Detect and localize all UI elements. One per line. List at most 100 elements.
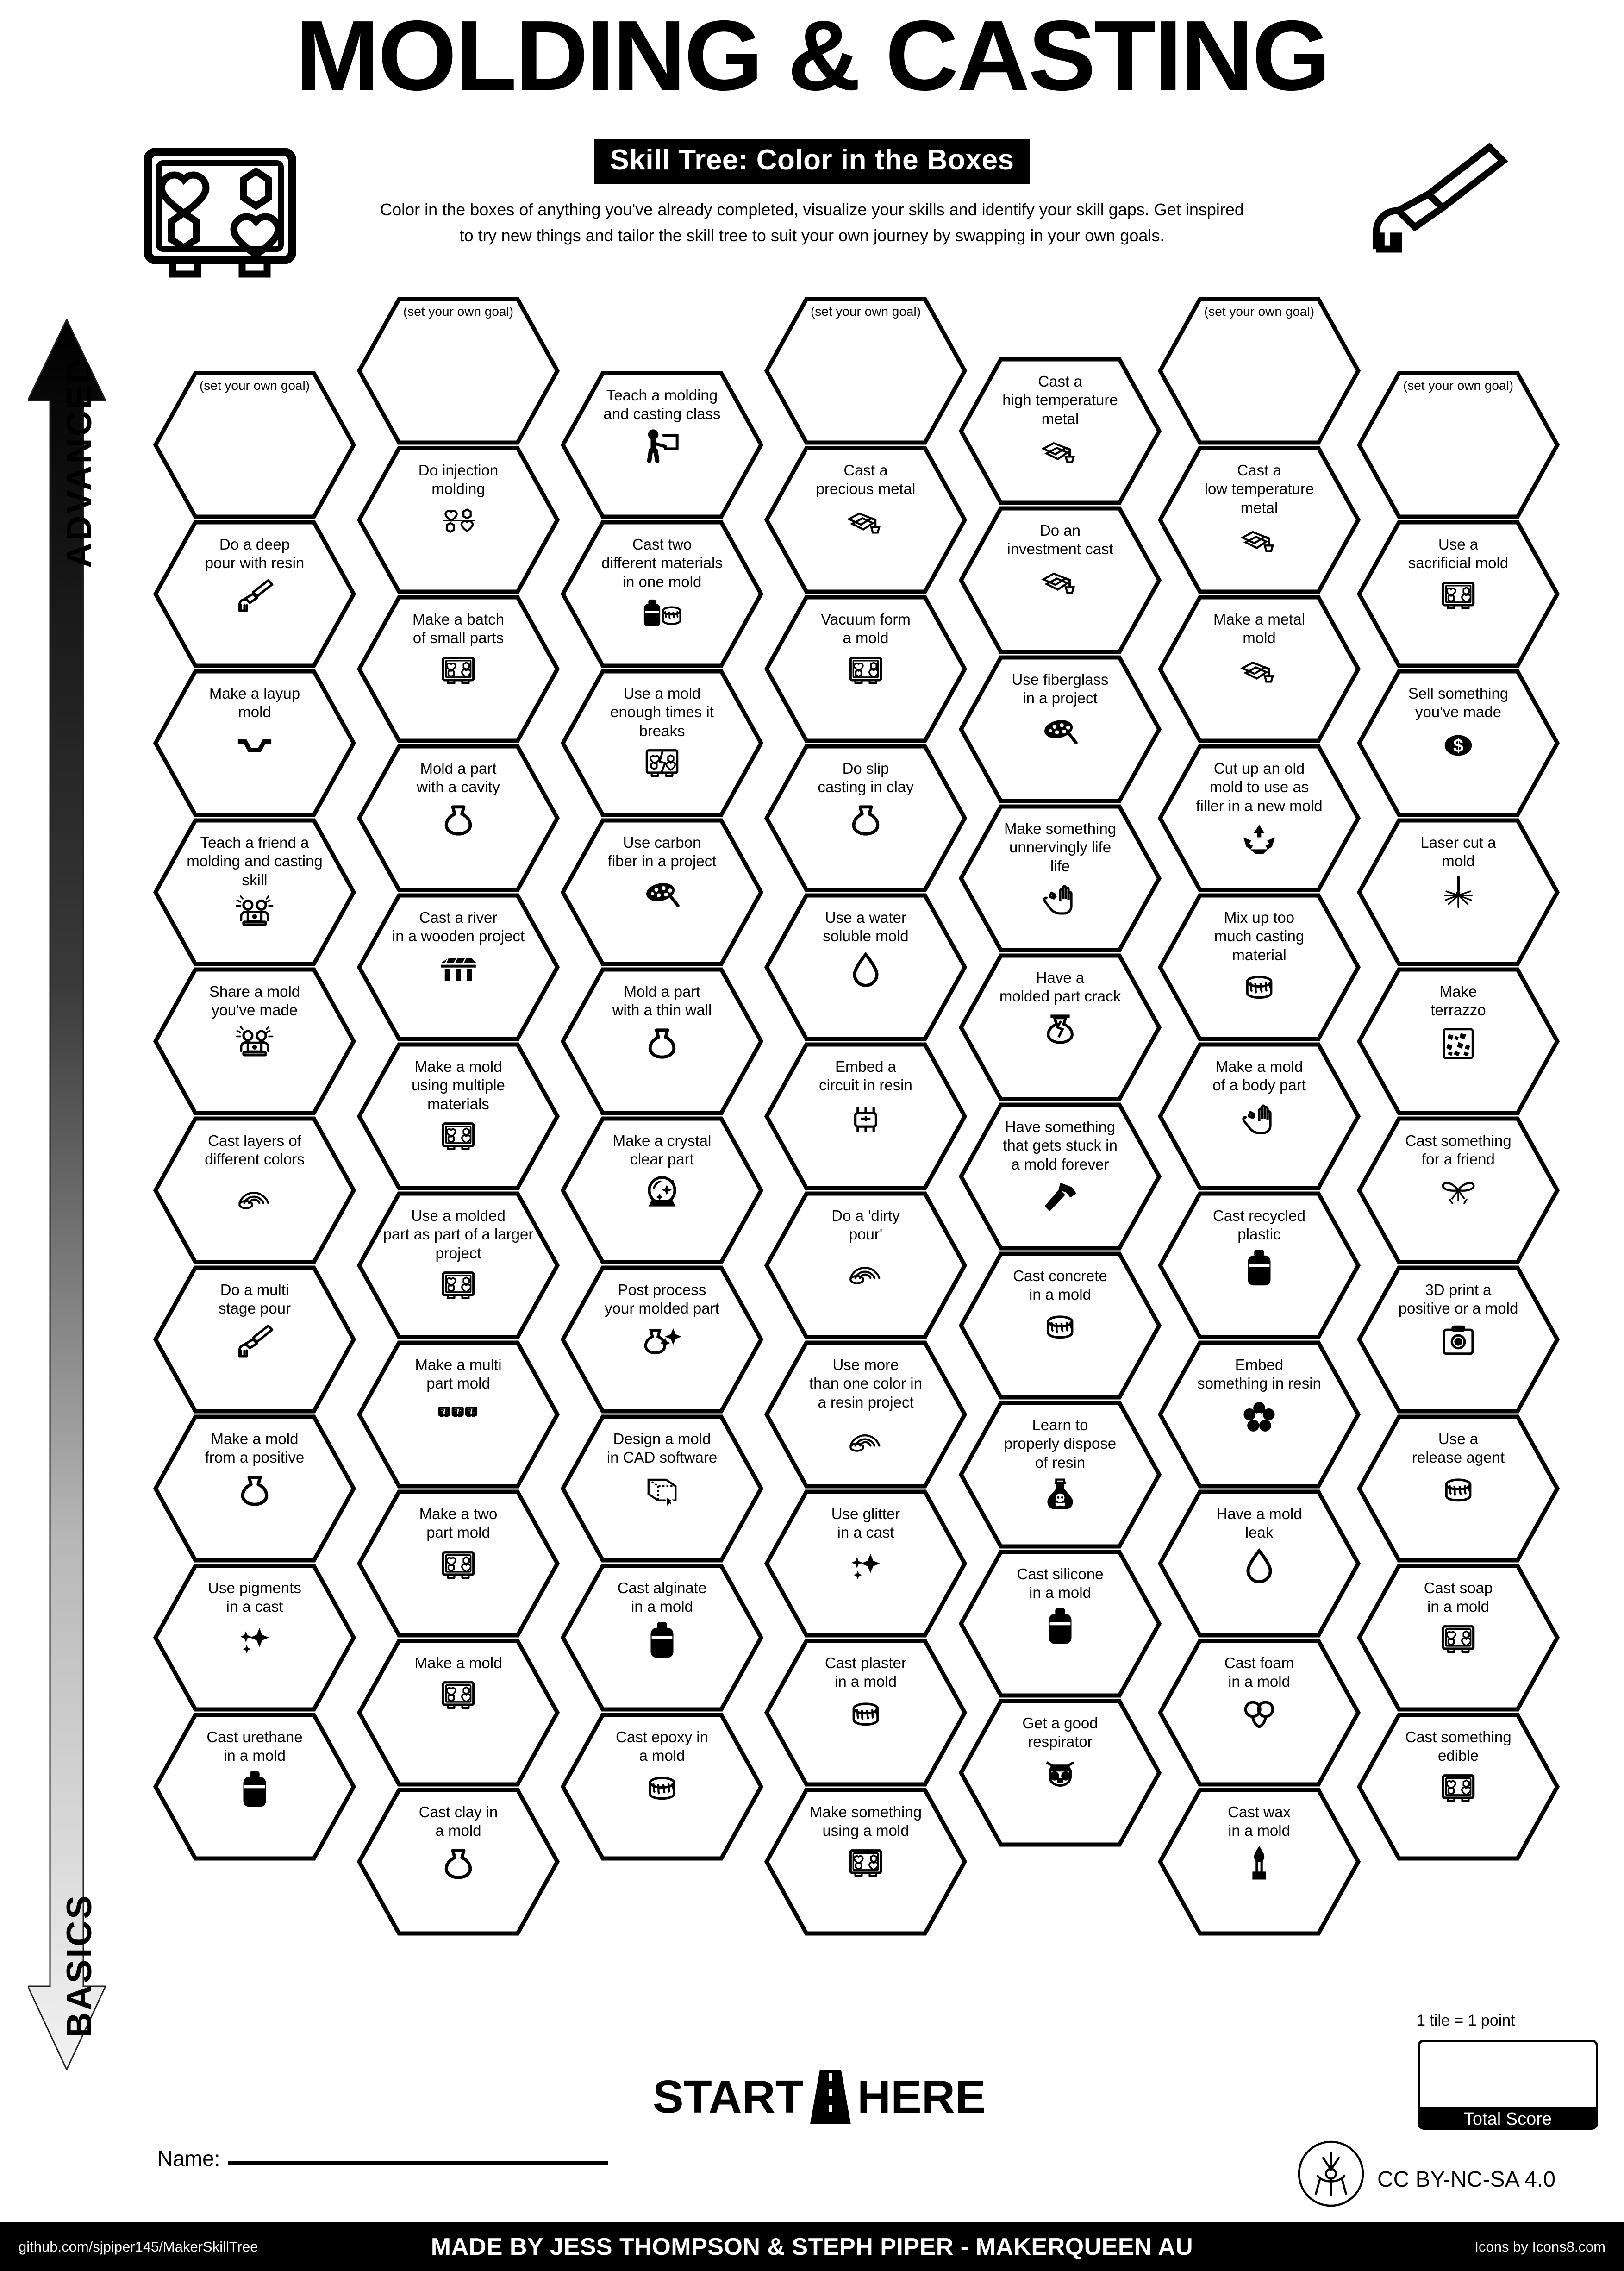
skill-tile[interactable]: Teach a molding and casting class [560, 370, 764, 519]
skill-tile[interactable]: Use a mold enough times it breaks [560, 669, 764, 818]
skill-tile[interactable]: Embed a circuit in resin [764, 1042, 968, 1191]
skill-tile[interactable]: Have something that gets stuck in a mold… [958, 1102, 1162, 1251]
hex-outline [560, 1116, 764, 1265]
skill-tile[interactable]: Cast clay in a mold [356, 1787, 560, 1936]
skill-tile[interactable]: Cast something edible [1356, 1712, 1560, 1861]
skill-tile[interactable]: Cast epoxy in a mold [560, 1712, 764, 1861]
hex-outline [560, 1563, 764, 1712]
subtitle-banner: Skill Tree: Color in the Boxes [594, 139, 1030, 184]
skill-tile[interactable]: (set your own goal) [764, 296, 968, 445]
skill-tile[interactable]: Design a mold in CAD software [560, 1414, 764, 1563]
skill-tile[interactable]: Use a molded part as part of a larger pr… [356, 1191, 560, 1340]
skill-tile[interactable]: Cast wax in a mold [1157, 1787, 1361, 1936]
skill-tile[interactable]: Cast something for a friend [1356, 1116, 1560, 1265]
skill-tile[interactable]: Use more than one color in a resin proje… [764, 1340, 968, 1489]
skill-tile[interactable]: Cast layers of different colors [153, 1116, 356, 1265]
skill-tile[interactable]: Do a 'dirty pour' [764, 1191, 968, 1340]
skill-tile[interactable]: (set your own goal) [356, 296, 560, 445]
skill-tile[interactable]: Share a mold you've made [153, 967, 356, 1116]
skill-tile[interactable]: Have a molded part crack [958, 953, 1162, 1102]
skill-tile[interactable]: (set your own goal) [1157, 296, 1361, 445]
skill-tile[interactable]: Laser cut a mold [1356, 818, 1560, 967]
skill-tile[interactable]: Cast soap in a mold [1356, 1563, 1560, 1712]
skill-tile[interactable]: Learn to properly dispose of resin [958, 1400, 1162, 1549]
skill-tile[interactable]: Do a deep pour with resin [153, 519, 356, 669]
skill-tile[interactable]: Cast a precious metal [764, 445, 968, 594]
skill-tile[interactable]: Do an investment cast [958, 506, 1162, 655]
hex-outline [1356, 967, 1560, 1116]
name-input-line[interactable] [228, 2161, 608, 2165]
start-here-marker: START HERE [653, 2070, 986, 2124]
skill-tile[interactable]: Have a mold leak [1157, 1489, 1361, 1638]
skill-tile[interactable]: Make something unnervingly life life [958, 804, 1162, 953]
skill-tile[interactable]: Embed something in resin [1157, 1340, 1361, 1489]
hex-outline [764, 445, 968, 594]
hex-outline [958, 804, 1162, 953]
skill-tile[interactable]: Use carbon fiber in a project [560, 818, 764, 967]
skill-tile[interactable]: Cast silicone in a mold [958, 1549, 1162, 1698]
skill-tile[interactable]: Make a two part mold [356, 1489, 560, 1638]
skill-tile[interactable]: Make a batch of small parts [356, 594, 560, 744]
hex-outline [560, 1712, 764, 1861]
skill-tile[interactable]: Do a multi stage pour [153, 1265, 356, 1414]
skill-tile[interactable]: Use a water soluble mold [764, 893, 968, 1042]
skill-tile[interactable]: Use a release agent [1356, 1414, 1560, 1563]
skill-tile[interactable]: Sell something you've made $ [1356, 669, 1560, 818]
skill-tile[interactable]: Cast two different materials in one mold [560, 519, 764, 669]
name-field[interactable]: Name: [157, 2146, 608, 2171]
skill-tile[interactable]: Make a mold from a positive [153, 1414, 356, 1563]
skill-tile[interactable]: Make a metal mold [1157, 594, 1361, 744]
skill-tile[interactable]: Mix up too much casting material [1157, 893, 1361, 1042]
skill-tile[interactable]: Make a layup mold [153, 669, 356, 818]
skill-tile[interactable]: Make terrazzo [1356, 967, 1560, 1116]
hex-outline [153, 1265, 356, 1414]
skill-tile[interactable]: Use pigments in a cast [153, 1563, 356, 1712]
skill-tile[interactable]: Make something using a mold [764, 1787, 968, 1936]
hex-outline [1356, 1265, 1560, 1414]
page-title: MOLDING & CASTING [295, 0, 1330, 111]
skill-tile[interactable]: Use fiberglass in a project [958, 655, 1162, 804]
skill-tile[interactable]: (set your own goal) [1356, 370, 1560, 519]
hex-outline [1356, 1712, 1560, 1861]
skill-tile[interactable]: Cast a high temperature metal [958, 357, 1162, 506]
skill-tile[interactable]: Make a mold using multiple materials [356, 1042, 560, 1191]
skill-tile[interactable]: (set your own goal) [153, 370, 356, 519]
skill-tile[interactable]: Cast a low temperature metal [1157, 445, 1361, 594]
skill-tile[interactable]: Cast plaster in a mold [764, 1638, 968, 1787]
skill-tile[interactable]: Cast urethane in a mold [153, 1712, 356, 1861]
hex-outline [356, 296, 560, 445]
skill-tile[interactable]: Make a crystal clear part [560, 1116, 764, 1265]
hex-outline [153, 818, 356, 967]
hex-outline [958, 1400, 1162, 1549]
skill-tile[interactable]: Do slip casting in clay [764, 744, 968, 893]
score-write-area[interactable] [1420, 2042, 1596, 2107]
skill-tile[interactable]: Cast foam in a mold [1157, 1638, 1361, 1787]
skill-tile[interactable]: Mold a part with a thin wall [560, 967, 764, 1116]
skill-tile[interactable]: Teach a friend a molding and casting ski… [153, 818, 356, 967]
skill-tile[interactable]: Post process your molded part [560, 1265, 764, 1414]
skill-tile[interactable]: Cut up an old mold to use as filler in a… [1157, 744, 1361, 893]
mold-tray-icon [137, 144, 303, 285]
total-score-box[interactable]: Total Score [1418, 2040, 1598, 2130]
skill-tile[interactable]: Mold a part with a cavity [356, 744, 560, 893]
hex-outline [560, 967, 764, 1116]
skill-tile[interactable]: Cast a river in a wooden project [356, 893, 560, 1042]
hex-outline [356, 744, 560, 893]
skill-tile[interactable]: Use a sacrificial mold [1356, 519, 1560, 669]
skill-tile[interactable]: Get a good respirator [958, 1698, 1162, 1847]
footer-icons-credit[interactable]: Icons by Icons8.com [1474, 2238, 1605, 2255]
skill-tile[interactable]: Make a mold [356, 1638, 560, 1787]
skill-tile[interactable]: Do injection molding [356, 445, 560, 594]
footer-github-link[interactable]: github.com/sjpiper145/MakerSkillTree [19, 2238, 258, 2255]
skill-tile[interactable]: Make a mold of a body part [1157, 1042, 1361, 1191]
skill-tile[interactable]: Cast alginate in a mold [560, 1563, 764, 1712]
skill-tile[interactable]: Cast concrete in a mold [958, 1251, 1162, 1400]
skill-tile[interactable]: Use glitter in a cast [764, 1489, 968, 1638]
difficulty-axis [28, 319, 106, 2070]
hex-outline [1356, 1563, 1560, 1712]
skill-tile[interactable]: 3D print a positive or a mold [1356, 1265, 1560, 1414]
skill-tile[interactable]: Make a multi part mold [356, 1340, 560, 1489]
skill-tile[interactable]: Vacuum form a mold [764, 594, 968, 744]
hex-outline [1356, 818, 1560, 967]
skill-tile[interactable]: Cast recycled plastic [1157, 1191, 1361, 1340]
